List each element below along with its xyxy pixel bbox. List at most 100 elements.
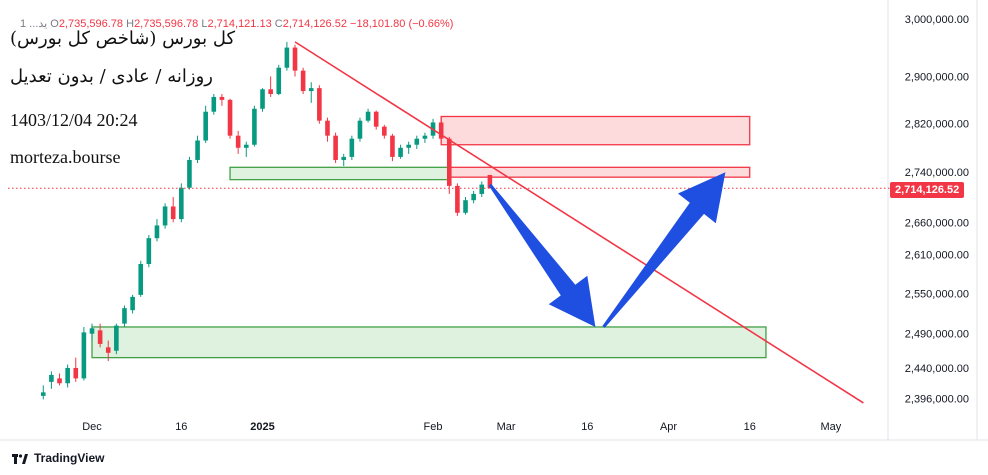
candle-body	[162, 206, 168, 226]
candle-body	[65, 367, 70, 384]
trendline	[294, 41, 864, 404]
open-value: 2,735,596.78	[58, 18, 124, 30]
candle-body	[333, 135, 338, 160]
candle-body	[81, 332, 87, 379]
y-tick-label: 2,396,000.00	[905, 394, 969, 406]
x-tick-label: Dec	[82, 421, 102, 433]
drawings-layer	[8, 41, 890, 404]
candle-body	[438, 122, 444, 139]
annotation-datetime[interactable]: 1403/12/04 20:24	[10, 110, 138, 130]
candle-body	[219, 96, 225, 100]
candle-body	[284, 47, 290, 68]
y-tick-label: 2,660,000.00	[905, 217, 969, 229]
candle-body	[211, 96, 217, 112]
candle-body	[170, 206, 176, 220]
y-tick-label: 2,550,000.00	[905, 289, 969, 301]
plot-background	[0, 0, 988, 441]
candles-layer	[40, 41, 493, 400]
y-tick-label: 2,440,000.00	[905, 363, 969, 375]
demand-zone	[229, 166, 450, 181]
candle-body	[203, 111, 208, 141]
candle-body	[195, 140, 200, 160]
candle-body	[455, 185, 460, 213]
y-tick-label: 2,740,000.00	[905, 167, 969, 179]
annotation-subtitle[interactable]: روزانه / عادی / بدون تعدیل	[10, 66, 213, 87]
candle-body	[390, 135, 395, 157]
ohlc-symbol: 1 ...ید	[20, 18, 48, 30]
candle-body	[268, 89, 273, 94]
x-tick-label: 2025	[250, 421, 274, 433]
candle-body	[243, 144, 249, 148]
x-tick-label: 16	[581, 421, 593, 433]
annotation-author[interactable]: morteza.bourse	[10, 147, 121, 167]
candle-body	[40, 392, 46, 396]
candle-body	[357, 120, 363, 139]
candle-body	[487, 174, 493, 189]
high-label: H	[126, 18, 135, 30]
candle-body	[235, 135, 241, 148]
demand-zone	[91, 326, 767, 359]
y-tick-label: 2,490,000.00	[905, 329, 969, 341]
candle-body	[260, 89, 265, 109]
axes-layer: 3,000,000.00 2,900,000.00 2,820,000.00 2,74…	[82, 14, 969, 433]
candle-body	[471, 193, 476, 201]
candle-body	[422, 135, 428, 139]
candle-body	[130, 296, 135, 311]
x-tick-label: 16	[744, 421, 756, 433]
arrow-up	[602, 172, 726, 328]
candle-body	[382, 126, 387, 136]
close-label: C	[274, 18, 283, 30]
candle-body	[252, 108, 257, 145]
candle-body	[479, 184, 485, 194]
candle-body	[463, 200, 468, 213]
candle-body	[349, 138, 355, 157]
open-label: O	[50, 18, 59, 30]
tradingview-icon	[12, 453, 28, 464]
change-value: −18,101.80 (−0.66%)	[350, 18, 454, 30]
ohlc-legend: 1 ...ید O2,735,596.78 H2,735,596.78 L2,7…	[20, 17, 453, 30]
candle-body	[446, 138, 452, 186]
candle-body	[154, 225, 160, 239]
candle-body	[179, 187, 184, 220]
candle-body	[341, 156, 347, 160]
last-price-tag: 2,714,126.52	[890, 182, 965, 198]
arrow-down	[488, 183, 596, 327]
candle-body	[406, 144, 411, 148]
tradingview-logo[interactable]: TradingView	[12, 451, 104, 465]
candle-body	[308, 88, 314, 92]
x-tick-label: Mar	[497, 421, 516, 433]
candle-body	[414, 138, 420, 145]
y-tick-label: 2,820,000.00	[905, 119, 969, 131]
candle-body	[89, 328, 95, 334]
candle-body	[398, 147, 403, 157]
low-value: 2,714,121.13	[207, 18, 272, 30]
zones-layer	[91, 115, 767, 359]
x-tick-label: May	[821, 421, 842, 433]
candle-body	[146, 238, 152, 265]
candle-body	[49, 374, 54, 382]
low-label: L	[201, 18, 208, 30]
candle-body	[292, 47, 298, 71]
candle-body	[300, 70, 306, 92]
candle-body	[105, 347, 111, 353]
candle-body	[317, 88, 322, 121]
candle-body	[227, 99, 233, 136]
candle-body	[114, 325, 119, 351]
high-value: 2,735,596.78	[134, 18, 199, 30]
candle-body	[73, 367, 79, 379]
x-tick-label: Feb	[424, 421, 443, 433]
candle-body	[97, 330, 103, 344]
close-value: 2,714,126.52	[282, 18, 347, 30]
candle-body	[187, 159, 192, 188]
annotation-title[interactable]: کل بورس (شاخص کل بورس)	[10, 28, 236, 49]
candle-body	[373, 111, 379, 127]
candle-body	[122, 308, 127, 324]
brand-label: TradingView	[34, 451, 105, 465]
supply-zone	[440, 115, 751, 146]
x-tick-label: 16	[175, 421, 187, 433]
y-tick-label: 3,000,000.00	[905, 14, 969, 26]
candle-body	[325, 120, 330, 136]
y-tick-label: 2,900,000.00	[905, 71, 969, 83]
candle-body	[138, 264, 144, 295]
